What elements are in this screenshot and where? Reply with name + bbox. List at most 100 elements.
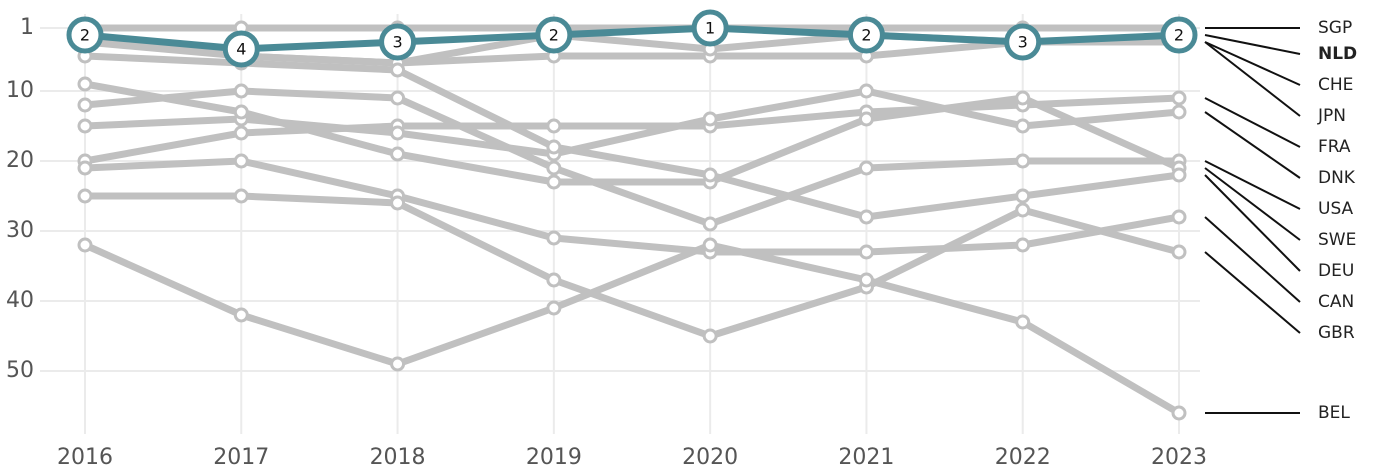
line: [84, 87, 1179, 228]
series-label: JPN: [1317, 106, 1346, 126]
series-label: SGP: [1318, 18, 1352, 38]
line: [84, 52, 1180, 221]
x-tick-label: 2022: [995, 445, 1051, 470]
point: [1015, 202, 1031, 218]
point: [1171, 104, 1187, 120]
point: [1015, 188, 1031, 204]
line: [83, 241, 1181, 417]
leader-line: [1204, 160, 1301, 210]
series: [77, 188, 1187, 344]
point: [1171, 405, 1187, 421]
point: [1004, 23, 1042, 61]
y-tick-label: 40: [6, 288, 34, 313]
point: [858, 83, 874, 99]
point: [233, 125, 249, 141]
line: [84, 80, 1181, 186]
line: [84, 94, 1180, 165]
point: [77, 97, 93, 113]
leader-line: [1204, 216, 1301, 303]
point: [77, 160, 93, 176]
point: [390, 125, 406, 141]
line: [85, 192, 1180, 340]
point-label: 2: [80, 26, 90, 45]
point: [535, 16, 573, 54]
point: [546, 174, 562, 190]
point: [390, 90, 406, 106]
x-tick-label: 2019: [526, 445, 582, 470]
point: [858, 244, 874, 260]
series-label: BEL: [1318, 403, 1350, 423]
point: [546, 230, 562, 246]
point: [233, 307, 249, 323]
series-label: USA: [1318, 199, 1354, 219]
point: [858, 209, 874, 225]
point: [77, 76, 93, 92]
point: [222, 30, 260, 68]
point: [702, 167, 718, 183]
y-tick-label: 10: [6, 78, 34, 103]
leader-line: [1204, 34, 1301, 55]
point: [390, 62, 406, 78]
y-tick-label: 30: [6, 218, 34, 243]
series-label: DEU: [1318, 261, 1354, 281]
point: [702, 111, 718, 127]
point: [546, 118, 562, 134]
point: [1171, 244, 1187, 260]
leader-line: [1204, 41, 1301, 86]
x-tick-label: 2023: [1151, 445, 1207, 470]
point: [702, 237, 718, 253]
point: [858, 111, 874, 127]
series: [77, 83, 1187, 232]
point: [546, 160, 562, 176]
y-tick-label: 1: [20, 15, 34, 40]
x-tick-label: 2018: [370, 445, 426, 470]
series-label: CAN: [1318, 292, 1354, 312]
point: [1015, 237, 1031, 253]
series-label: GBR: [1318, 323, 1355, 343]
series: [77, 153, 1187, 260]
point-label: 3: [1018, 33, 1028, 52]
point: [1171, 167, 1187, 183]
point-label: 3: [392, 33, 402, 52]
point: [691, 9, 729, 47]
line: [84, 24, 1180, 53]
point: [546, 139, 562, 155]
y-tick-label: 20: [6, 148, 34, 173]
point-label: 2: [861, 26, 871, 45]
point: [233, 83, 249, 99]
point-label: 2: [1174, 26, 1184, 45]
point: [390, 195, 406, 211]
point: [233, 188, 249, 204]
leader-line: [1204, 97, 1301, 148]
leader-line: [1204, 111, 1301, 179]
point: [77, 188, 93, 204]
series: [77, 48, 1187, 225]
point: [858, 272, 874, 288]
point: [390, 146, 406, 162]
series-label: CHE: [1318, 75, 1353, 95]
leader-line: [1204, 167, 1301, 241]
series: 2 4 3 2 1 2 3 2: [66, 9, 1198, 68]
point: [1160, 16, 1198, 54]
point: [847, 16, 885, 54]
point: [390, 356, 406, 372]
point: [77, 237, 93, 253]
y-tick-label: 50: [6, 358, 34, 383]
series-label: DNK: [1318, 168, 1356, 188]
point: [379, 23, 417, 61]
x-tick-label: 2017: [213, 445, 269, 470]
point-label: 2: [549, 26, 559, 45]
point: [1015, 90, 1031, 106]
leader-line: [1204, 41, 1301, 117]
x-tick-label: 2021: [838, 445, 894, 470]
x-tick-label: 2020: [682, 445, 738, 470]
point: [702, 216, 718, 232]
x-tick-label: 2016: [57, 445, 113, 470]
point: [546, 272, 562, 288]
point-label: 4: [236, 40, 246, 59]
leader-line: [1204, 251, 1301, 334]
point: [546, 300, 562, 316]
point: [77, 118, 93, 134]
series-label: NLD: [1318, 44, 1357, 64]
